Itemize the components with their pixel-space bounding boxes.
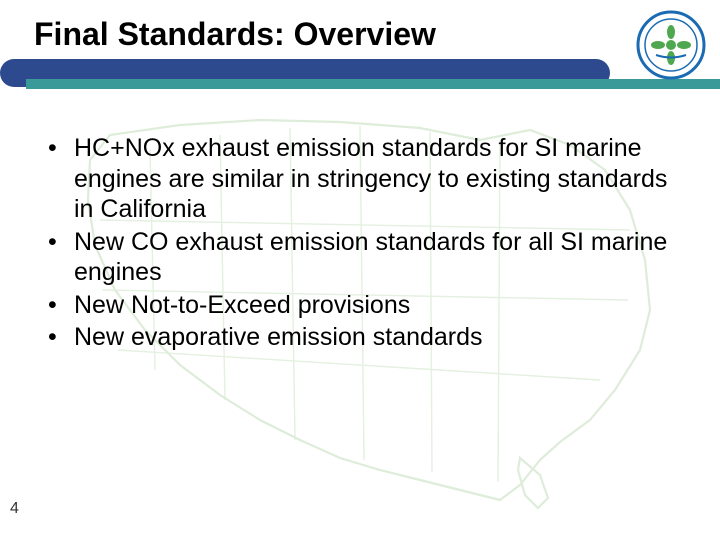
page-number: 4 (10, 500, 19, 518)
title-bars (0, 59, 720, 93)
bullet-item: New Not-to-Exceed provisions (48, 290, 672, 321)
slide-title: Final Standards: Overview (0, 0, 720, 59)
bullet-list: HC+NOx exhaust emission standards for SI… (48, 133, 672, 353)
bullet-item: HC+NOx exhaust emission standards for SI… (48, 133, 672, 225)
slide-content: HC+NOx exhaust emission standards for SI… (0, 93, 720, 353)
bullet-item: New CO exhaust emission standards for al… (48, 227, 672, 288)
slide-header: Final Standards: Overview (0, 0, 720, 93)
bullet-item: New evaporative emission standards (48, 322, 672, 353)
epa-logo-icon (636, 10, 706, 80)
teal-bar (26, 79, 720, 89)
